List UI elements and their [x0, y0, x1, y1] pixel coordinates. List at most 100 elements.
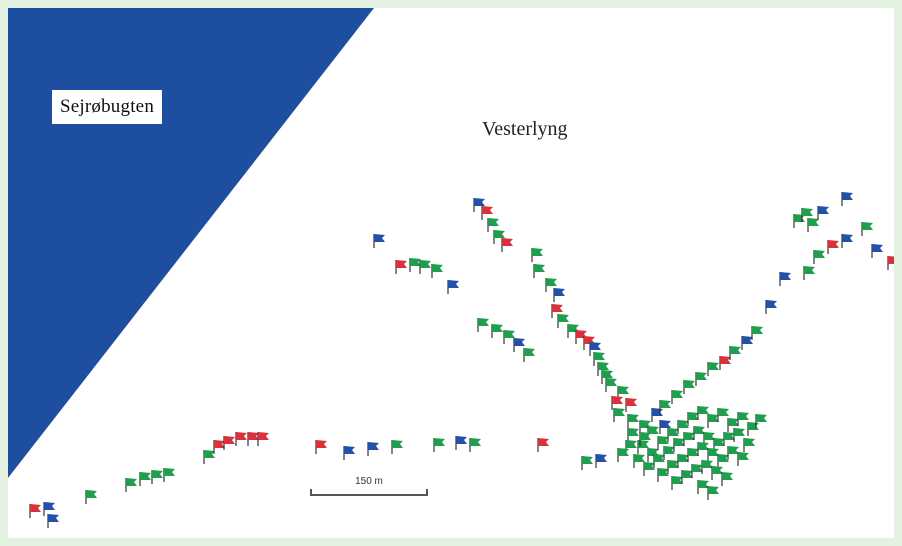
flag-marker	[653, 454, 665, 468]
flag-marker	[727, 446, 739, 460]
flag-marker	[755, 414, 767, 428]
flag-marker	[827, 240, 839, 254]
flag-marker	[533, 264, 545, 278]
sea-label: Sejrøbugten	[52, 90, 163, 124]
flag-marker	[677, 420, 689, 434]
flag-marker	[707, 448, 719, 462]
flag-marker	[125, 478, 137, 492]
flag-marker	[667, 460, 679, 474]
flag-marker	[647, 448, 659, 462]
flag-marker	[139, 472, 151, 486]
flag-marker	[29, 504, 41, 518]
flag-marker	[681, 470, 693, 484]
flag-marker	[737, 412, 749, 426]
flag-marker	[817, 206, 829, 220]
flag-marker	[493, 230, 505, 244]
flag-marker	[455, 436, 467, 450]
flag-marker	[611, 396, 623, 410]
flag-marker	[741, 336, 753, 350]
flag-marker	[841, 234, 853, 248]
flag-marker	[469, 438, 481, 452]
flag-marker	[871, 244, 883, 258]
flag-marker	[223, 436, 235, 450]
flag-marker	[659, 400, 671, 414]
flag-marker	[643, 462, 655, 476]
flag-marker	[593, 352, 605, 366]
flag-marker	[697, 406, 709, 420]
flag-marker	[589, 342, 601, 356]
area-label: Vesterlyng	[482, 118, 568, 140]
flag-marker	[601, 370, 613, 384]
sea-area	[8, 8, 374, 478]
flag-marker	[503, 330, 515, 344]
flag-marker	[151, 470, 163, 484]
flag-marker	[473, 198, 485, 212]
flag-marker	[235, 432, 247, 446]
flag-marker	[683, 380, 695, 394]
flag-marker	[717, 454, 729, 468]
flag-marker	[779, 272, 791, 286]
flag-marker	[247, 432, 259, 446]
flag-marker	[671, 390, 683, 404]
flag-marker	[633, 454, 645, 468]
flag-marker	[431, 264, 443, 278]
flag-marker	[727, 418, 739, 432]
scale-line	[310, 494, 428, 496]
flag-marker	[315, 440, 327, 454]
flag-marker	[691, 464, 703, 478]
flag-marker	[491, 324, 503, 338]
flag-marker	[813, 250, 825, 264]
flag-marker	[673, 438, 685, 452]
flag-marker	[719, 356, 731, 370]
flag-marker	[373, 234, 385, 248]
flag-marker	[419, 260, 431, 274]
flag-marker	[707, 362, 719, 376]
flag-marker	[595, 454, 607, 468]
flag-marker	[695, 372, 707, 386]
flag-marker	[701, 460, 713, 474]
flag-marker	[523, 348, 535, 362]
flag-marker	[625, 440, 637, 454]
flag-marker	[391, 440, 403, 454]
flag-marker	[395, 260, 407, 274]
flag-marker	[257, 432, 269, 446]
flag-marker	[651, 408, 663, 422]
flag-marker	[501, 238, 513, 252]
flag-marker	[677, 454, 689, 468]
flag-marker	[433, 438, 445, 452]
flag-marker	[513, 338, 525, 352]
flag-marker	[213, 440, 225, 454]
flag-marker	[803, 266, 815, 280]
flag-marker	[627, 428, 639, 442]
flag-marker	[583, 336, 595, 350]
flag-marker	[721, 472, 733, 486]
flag-marker	[639, 432, 651, 446]
flag-marker	[43, 502, 55, 516]
flag-marker	[711, 466, 723, 480]
flag-marker	[807, 218, 819, 232]
flag-marker	[659, 420, 671, 434]
flag-marker	[667, 428, 679, 442]
flag-marker	[343, 446, 355, 460]
flag-marker	[47, 514, 59, 528]
flag-marker	[697, 442, 709, 456]
flag-marker	[163, 468, 175, 482]
flag-marker	[637, 440, 649, 454]
flag-marker	[487, 218, 499, 232]
flag-marker	[743, 438, 755, 452]
flag-marker	[687, 448, 699, 462]
flag-marker	[765, 300, 777, 314]
flag-marker	[841, 192, 853, 206]
flag-marker	[671, 476, 683, 490]
flag-marker	[551, 304, 563, 318]
flag-marker	[367, 442, 379, 456]
flag-marker	[717, 408, 729, 422]
flag-marker	[693, 426, 705, 440]
flag-marker	[663, 446, 675, 460]
flag-markers	[29, 192, 894, 528]
flag-marker	[683, 432, 695, 446]
flag-marker	[657, 436, 669, 450]
flag-marker	[887, 256, 894, 270]
scale-label: 150 m	[355, 476, 383, 487]
